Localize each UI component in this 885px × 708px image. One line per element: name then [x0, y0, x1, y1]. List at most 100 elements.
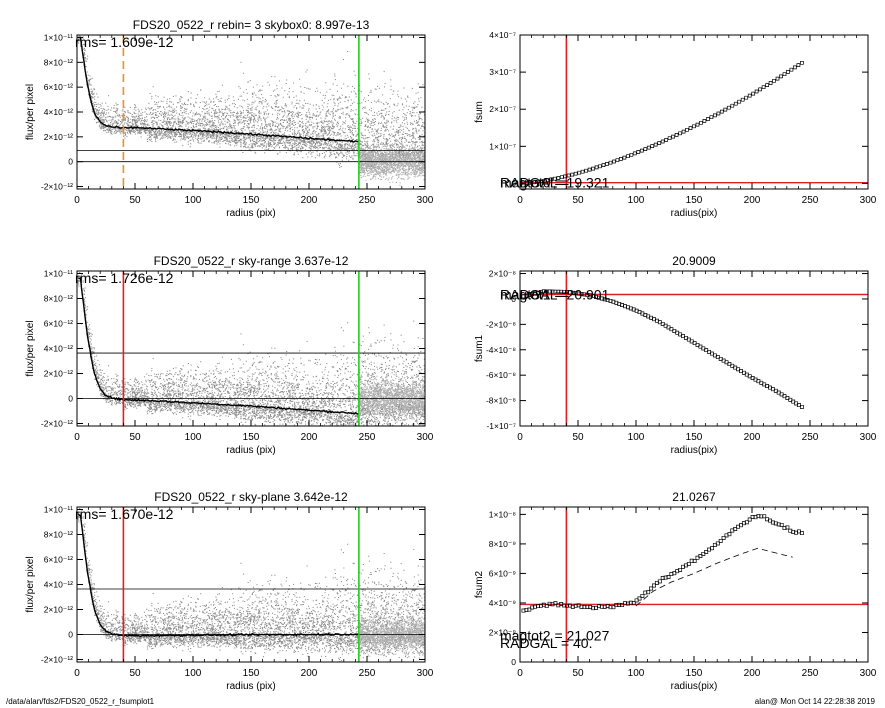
x-tick-label: 250 — [359, 432, 376, 443]
y-tick-label: 6×10⁻¹² — [44, 555, 73, 565]
y-tick-label: 2×10⁻¹² — [44, 605, 73, 615]
y-tick-label: 2×10⁻¹² — [44, 369, 73, 379]
x-tick-label: 50 — [572, 432, 584, 443]
y-axis-label: fsum1 — [474, 334, 485, 362]
y-tick-label: -1×10⁻⁷ — [486, 421, 516, 431]
chart-title: 20.9009 — [672, 254, 716, 268]
x-axis-label: radius(pix) — [671, 681, 718, 692]
rms-annotation: rms= 1.726e-12 — [75, 270, 174, 286]
y-axis-label: fsum2 — [474, 570, 485, 598]
x-tick-label: 200 — [744, 432, 761, 443]
rms-annotation: rms= 1.670e-12 — [75, 506, 174, 522]
magtot-label: magtot0 = 19.321 — [500, 175, 610, 191]
y-tick-label: -2×10⁻⁸ — [486, 319, 516, 329]
y-tick-label: 1×10⁻¹¹ — [44, 269, 73, 279]
axes-frame — [519, 34, 869, 190]
radial-profile-line — [77, 513, 360, 638]
y-tick-label: 1×10⁻⁷ — [489, 141, 516, 151]
chart-title: 21.0267 — [672, 490, 716, 504]
y-tick-label: -4×10⁻⁸ — [486, 345, 516, 355]
plot-area-p5 — [520, 271, 868, 426]
x-tick-label: 200 — [301, 668, 318, 679]
x-tick-label: 150 — [686, 195, 703, 206]
y-axis-label: fsum — [474, 101, 485, 123]
x-axis-label: radius (pix) — [226, 208, 275, 219]
x-tick-label: 100 — [185, 432, 202, 443]
y-tick-label: 8×10⁻⁹ — [489, 539, 517, 549]
y-tick-label: 0 — [511, 178, 516, 188]
y-tick-label: 6×10⁻¹² — [44, 82, 73, 92]
plot-area-p6 — [520, 507, 868, 662]
radgal-label: RADGAL = 40. — [500, 635, 592, 651]
x-tick-label: 300 — [417, 195, 434, 206]
x-tick-label: 150 — [686, 432, 703, 443]
x-tick-label: 0 — [517, 432, 523, 443]
x-tick-label: 150 — [243, 668, 260, 679]
x-tick-label: 0 — [74, 668, 80, 679]
x-tick-label: 100 — [185, 195, 202, 206]
y-tick-label: 6×10⁻¹² — [44, 319, 73, 329]
y-axis-label: flux/per pixel — [25, 84, 36, 140]
x-tick-label: 50 — [129, 195, 141, 206]
plot-area-p1 — [77, 35, 425, 189]
y-tick-label: 2×10⁻⁸ — [489, 269, 517, 279]
x-tick-label: 0 — [74, 195, 80, 206]
y-tick-label: 1×10⁻¹¹ — [44, 32, 73, 42]
footer-timestamp: alan@ Mon Oct 14 22:28:38 2019 — [754, 697, 875, 706]
x-tick-label: 100 — [628, 432, 645, 443]
x-axis-label: radius(pix) — [671, 208, 718, 219]
x-axis-label: radius (pix) — [226, 681, 275, 692]
y-tick-label: -2×10⁻¹² — [41, 419, 73, 429]
y-tick-label: 2×10⁻¹² — [44, 132, 73, 142]
radgal-label: RADGAL = — [500, 175, 569, 191]
x-tick-label: 250 — [359, 668, 376, 679]
y-tick-label: 8×10⁻¹² — [44, 294, 73, 304]
x-tick-label: 50 — [129, 432, 141, 443]
scatter-points — [77, 35, 425, 183]
x-tick-label: 150 — [243, 195, 260, 206]
x-tick-label: 250 — [359, 195, 376, 206]
footer-path: /data/alan/fds2/FDS20_0522_r_fsumplot1 — [6, 697, 155, 706]
y-tick-label: 0 — [511, 657, 516, 667]
y-tick-label: 8×10⁻¹² — [44, 57, 73, 67]
y-tick-label: 0 — [68, 394, 73, 404]
radgal-label: RADGAL = — [500, 287, 569, 303]
scatter-points-outer — [358, 610, 425, 657]
x-tick-label: 300 — [860, 432, 877, 443]
rms-annotation: rms= 1.609e-12 — [75, 34, 174, 50]
y-tick-label: -2×10⁻¹² — [41, 655, 73, 665]
plot-area-p3 — [77, 507, 425, 662]
y-tick-label: -8×10⁻⁸ — [486, 396, 516, 406]
y-tick-label: 1×10⁻⁸ — [489, 509, 517, 519]
x-tick-label: 100 — [628, 668, 645, 679]
x-tick-label: 250 — [802, 432, 819, 443]
y-tick-label: 4×10⁻¹² — [44, 107, 73, 117]
y-tick-label: 0 — [511, 294, 516, 304]
x-tick-label: 50 — [572, 195, 584, 206]
x-tick-label: 0 — [517, 195, 523, 206]
y-tick-label: 3×10⁻⁷ — [489, 67, 516, 77]
panel-p1: rms= 1.609e-12 0 50 100 150 200 250 300 1×10⁻¹¹ 8… — [25, 18, 434, 219]
x-tick-label: 250 — [802, 668, 819, 679]
x-tick-label: 300 — [417, 668, 434, 679]
y-tick-label: 4×10⁻⁷ — [489, 30, 516, 40]
y-tick-label: 0 — [68, 630, 73, 640]
y-tick-label: 1×10⁻¹¹ — [44, 505, 73, 515]
radial-profile-line — [78, 36, 359, 143]
y-tick-label: -2×10⁻¹² — [41, 182, 73, 192]
x-tick-label: 200 — [744, 195, 761, 206]
x-tick-label: 0 — [517, 668, 523, 679]
y-tick-label: 2×10⁻⁹ — [489, 627, 517, 637]
dashed-curve — [635, 547, 793, 607]
magtot-label: magtot1 = 20.901 — [500, 287, 610, 303]
chart-title: FDS20_0522_r rebin= 3 skybox0: 8.997e-13 — [133, 18, 370, 32]
chart-title: FDS20_0522_r sky-plane 3.642e-12 — [154, 490, 348, 504]
y-tick-label: 4×10⁻⁹ — [489, 598, 517, 608]
x-tick-label: 100 — [185, 668, 202, 679]
x-tick-label: 200 — [744, 668, 761, 679]
x-axis-label: radius (pix) — [226, 445, 275, 456]
plot-area-p2 — [77, 271, 425, 426]
